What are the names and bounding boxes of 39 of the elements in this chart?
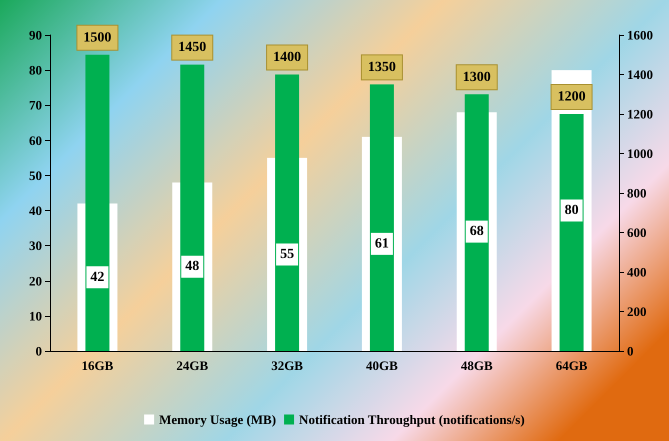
y-tick-label: 70: [29, 98, 42, 113]
data-label: 1350: [368, 60, 396, 75]
y2-tick-label: 0: [627, 344, 634, 358]
y-tick-label: 90: [29, 28, 42, 42]
legend-label: Memory Usage (MB): [159, 412, 276, 427]
y2-tick-label: 600: [627, 225, 646, 240]
y2-tick-label: 1600: [627, 28, 653, 42]
y-tick-label: 60: [29, 132, 42, 148]
y-tick-label: 0: [36, 344, 42, 358]
data-label: 1400: [273, 50, 302, 65]
data-label: 48: [185, 259, 200, 274]
y2-tick-label: 400: [627, 264, 646, 280]
data-label: 42: [90, 270, 104, 285]
y-tick-label: 50: [29, 168, 42, 183]
x-tick-label: 40GB: [366, 358, 398, 373]
data-label: 55: [280, 246, 294, 262]
data-label: 1450: [178, 40, 206, 56]
y2-tick-label: 200: [627, 304, 646, 319]
data-label: 1200: [558, 90, 586, 104]
x-tick-label: 32GB: [271, 358, 304, 373]
data-label: 61: [374, 236, 389, 252]
y-tick-label: 20: [29, 273, 42, 288]
x-tick-label: 24GB: [176, 358, 208, 373]
data-label: 1500: [83, 30, 112, 46]
x-tick-label: 64GB: [556, 358, 588, 373]
data-label: 68: [470, 224, 484, 240]
data-label: 80: [564, 203, 579, 218]
y-tick-label: 40: [29, 203, 42, 218]
y-tick-label: 80: [29, 62, 42, 78]
y-tick-label: 30: [29, 238, 42, 254]
y2-tick-label: 1200: [627, 106, 653, 122]
x-tick-label: 16GB: [82, 358, 114, 373]
y2-tick-label: 800: [627, 186, 646, 200]
y2-tick-label: 1400: [627, 67, 653, 82]
data-label: 1300: [462, 70, 491, 85]
legend-label: Notification Throughput (notifications/s): [299, 412, 525, 427]
x-tick-label: 48GB: [460, 358, 493, 373]
y-tick-label: 10: [29, 308, 42, 324]
y2-tick-label: 1000: [627, 146, 653, 161]
